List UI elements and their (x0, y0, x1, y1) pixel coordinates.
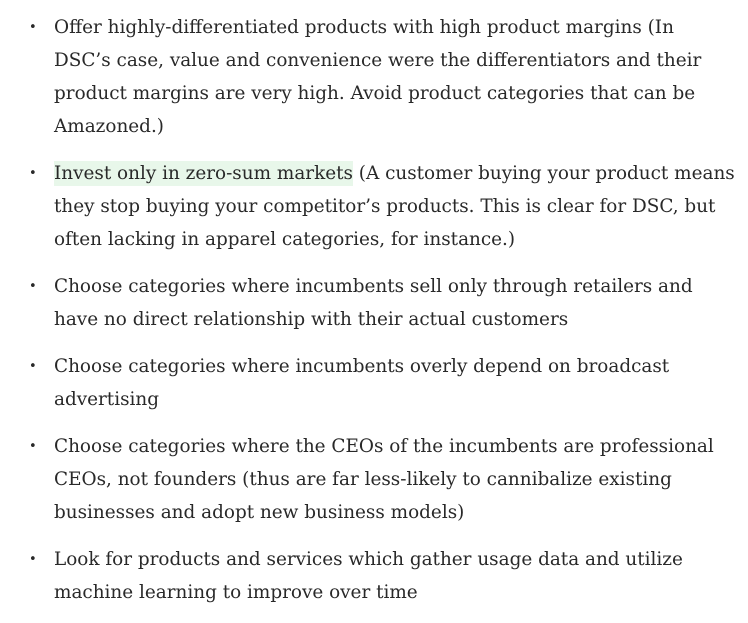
bullet-icon: • (29, 552, 37, 567)
bullet-icon: • (29, 20, 37, 35)
list-item-text: (A customer buying your product means th… (54, 163, 735, 250)
list-item-text: Offer highly-differentiated products wit… (54, 17, 702, 137)
list-item-text: Look for products and services which gat… (54, 549, 683, 603)
list-item: • Invest only in zero-sum markets (A cus… (0, 157, 748, 256)
list-item-text: Choose categories where incumbents sell … (54, 276, 693, 330)
bullet-list: • Offer highly-differentiated products w… (0, 11, 748, 609)
list-item: • Offer highly-differentiated products w… (0, 11, 748, 143)
bullet-icon: • (29, 359, 37, 374)
list-item: • Choose categories where incumbents sel… (0, 270, 748, 336)
highlighted-text[interactable]: Invest only in zero-sum markets (54, 161, 353, 186)
list-item-text: Choose categories where the CEOs of the … (54, 436, 714, 523)
bullet-icon: • (29, 279, 37, 294)
list-item: • Look for products and services which g… (0, 543, 748, 609)
article-body: • Offer highly-differentiated products w… (0, 11, 748, 623)
list-item: • Choose categories where incumbents ove… (0, 350, 748, 416)
bullet-icon: • (29, 166, 37, 181)
list-item-text: Choose categories where incumbents overl… (54, 356, 670, 410)
bullet-icon: • (29, 439, 37, 454)
list-item: • Choose categories where the CEOs of th… (0, 430, 748, 529)
